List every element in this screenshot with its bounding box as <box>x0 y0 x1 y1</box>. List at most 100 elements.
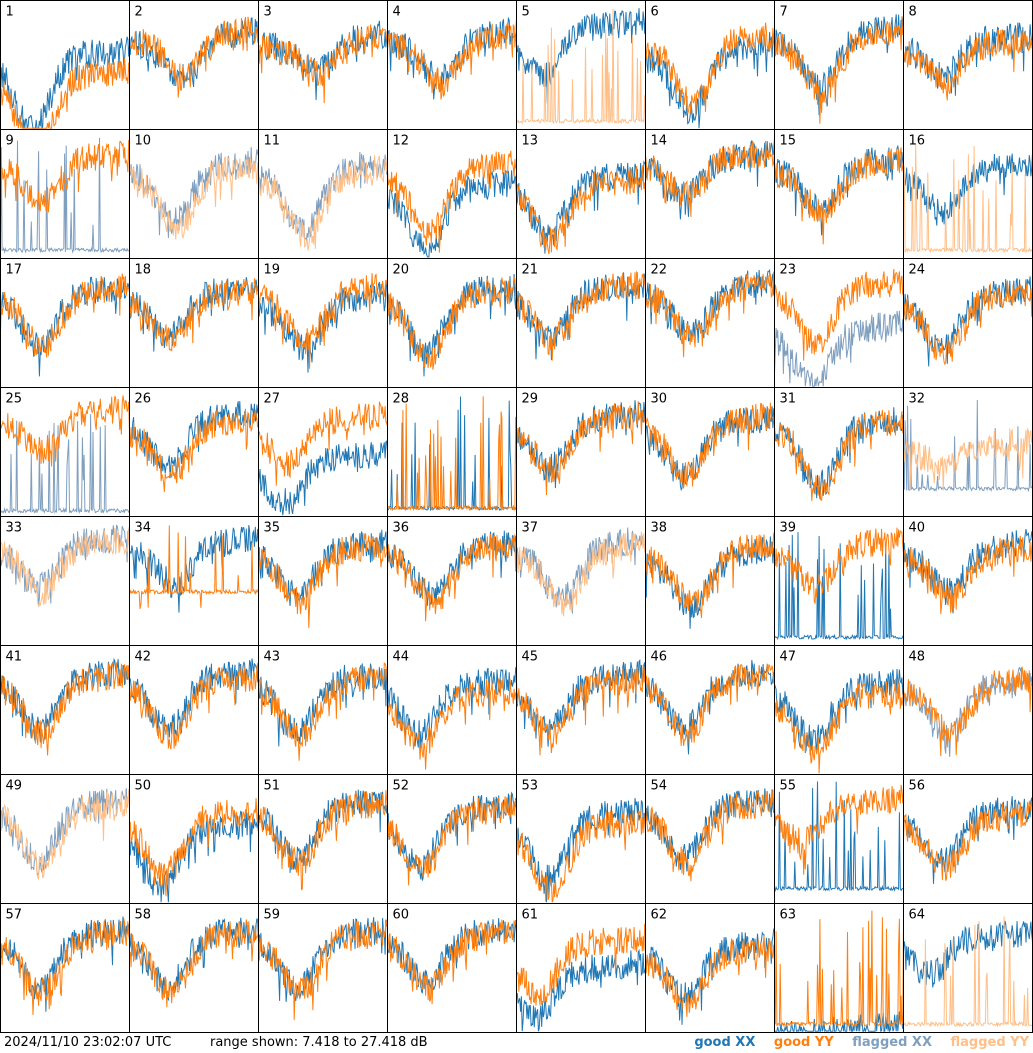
series-yy-29 <box>516 401 646 496</box>
panel-20: 20 <box>387 258 517 388</box>
series-xx-13 <box>516 160 646 254</box>
series-yy-41 <box>0 662 130 756</box>
panel-label: 22 <box>651 263 668 278</box>
panel-label: 19 <box>264 263 281 278</box>
panel-61: 61 <box>516 903 646 1033</box>
series-xx-27 <box>258 440 388 516</box>
series-yy-4 <box>387 20 517 100</box>
series-yy-42 <box>129 663 259 750</box>
panel-label: 64 <box>909 908 926 923</box>
series-xx-55 <box>774 781 904 893</box>
panel-35: 35 <box>258 516 388 646</box>
series-xx-34 <box>129 525 259 613</box>
panel-label: 25 <box>6 392 23 407</box>
panel-label: 47 <box>780 650 797 665</box>
panel-23: 23 <box>774 258 904 388</box>
panel-label: 49 <box>6 779 23 794</box>
panel-8: 8 <box>903 0 1033 130</box>
series-yy-40 <box>903 535 1033 615</box>
panel-5: 5 <box>516 0 646 130</box>
panel-label: 58 <box>135 908 152 923</box>
panel-45: 45 <box>516 645 646 775</box>
series-yy-50 <box>129 798 259 897</box>
panel-58: 58 <box>129 903 259 1033</box>
series-xx-43 <box>258 663 388 747</box>
panel-label: 24 <box>909 263 926 278</box>
panel-label: 48 <box>909 650 926 665</box>
panel-label: 15 <box>780 134 797 149</box>
panel-label: 12 <box>393 134 410 149</box>
panel-19: 19 <box>258 258 388 388</box>
series-xx-5 <box>516 8 646 104</box>
panel-14: 14 <box>645 129 775 259</box>
series-yy-8 <box>903 28 1033 101</box>
series-xx-47 <box>774 668 904 756</box>
series-yy-63 <box>774 910 904 1028</box>
panel-54: 54 <box>645 774 775 904</box>
panel-label: 60 <box>393 908 410 923</box>
panel-label: 54 <box>651 779 668 794</box>
series-yy-23 <box>774 268 904 361</box>
series-xx-44 <box>387 667 517 749</box>
series-yy-53 <box>516 809 646 903</box>
panel-label: 63 <box>780 908 797 923</box>
panel-label: 27 <box>264 392 281 407</box>
series-xx-64 <box>903 920 1033 988</box>
series-yy-1 <box>0 58 130 129</box>
series-yy-30 <box>645 402 775 489</box>
panel-label: 50 <box>135 779 152 794</box>
panel-frame <box>774 903 904 1033</box>
panel-6: 6 <box>645 0 775 130</box>
series-yy-56 <box>903 799 1033 881</box>
series-yy-13 <box>516 165 646 255</box>
panel-label: 40 <box>909 521 926 536</box>
series-yy-20 <box>387 276 517 370</box>
panel-label: 1 <box>6 5 14 20</box>
series-yy-2 <box>129 16 259 98</box>
panel-53: 53 <box>516 774 646 904</box>
series-yy-25 <box>0 395 130 467</box>
panel-47: 47 <box>774 645 904 775</box>
panel-label: 55 <box>780 779 797 794</box>
panel-label: 35 <box>264 521 281 536</box>
panel-label: 46 <box>651 650 668 665</box>
panel-56: 56 <box>903 774 1033 904</box>
panel-label: 9 <box>6 134 14 149</box>
panel-32: 32 <box>903 387 1033 517</box>
panel-label: 14 <box>651 134 668 149</box>
panel-29: 29 <box>516 387 646 517</box>
series-xx-52 <box>387 791 517 881</box>
panel-label: 11 <box>264 134 281 149</box>
series-xx-3 <box>258 20 388 101</box>
panel-label: 4 <box>393 5 401 20</box>
series-yy-3 <box>258 24 388 104</box>
panel-label: 23 <box>780 263 797 278</box>
panel-46: 46 <box>645 645 775 775</box>
panel-40: 40 <box>903 516 1033 646</box>
panel-16: 16 <box>903 129 1033 259</box>
legend-flagged-xx: flagged XX <box>852 1035 932 1050</box>
panel-label: 52 <box>393 779 410 794</box>
panel-label: 36 <box>393 521 410 536</box>
panel-22: 22 <box>645 258 775 388</box>
series-yy-19 <box>258 272 388 369</box>
series-xx-4 <box>387 16 517 100</box>
series-xx-49 <box>0 788 130 877</box>
panel-label: 17 <box>6 263 23 278</box>
series-yy-28 <box>387 396 517 512</box>
panel-1: 1 <box>0 0 130 130</box>
panel-label: 53 <box>522 779 539 794</box>
series-xx-9 <box>0 137 130 254</box>
series-xx-1 <box>0 36 130 130</box>
series-yy-14 <box>645 140 775 217</box>
panel-label: 57 <box>6 908 23 923</box>
panel-frame <box>516 645 646 775</box>
panel-3: 3 <box>258 0 388 130</box>
panel-label: 42 <box>135 650 152 665</box>
panel-63: 63 <box>774 903 904 1033</box>
panel-label: 18 <box>135 263 152 278</box>
panel-13: 13 <box>516 129 646 259</box>
series-yy-52 <box>387 794 517 886</box>
panel-17: 17 <box>0 258 130 388</box>
series-yy-22 <box>645 271 775 358</box>
